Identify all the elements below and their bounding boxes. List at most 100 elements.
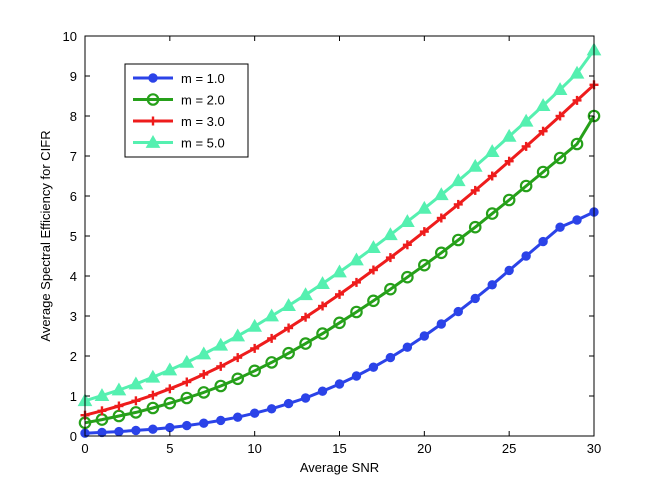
data-point xyxy=(299,337,312,350)
data-point xyxy=(317,386,328,396)
data-point xyxy=(145,369,161,383)
data-point xyxy=(419,331,430,341)
data-point xyxy=(538,126,548,136)
data-point xyxy=(385,352,396,363)
data-point xyxy=(383,227,398,241)
data-point xyxy=(484,144,500,157)
data-point xyxy=(519,179,533,193)
data-point xyxy=(400,214,415,227)
data-point xyxy=(433,187,449,201)
x-tick-label: 20 xyxy=(417,441,431,456)
legend-item: m = 1.0 xyxy=(133,71,225,86)
data-point xyxy=(335,289,344,299)
data-point xyxy=(199,369,209,379)
data-point xyxy=(368,362,379,372)
data-point xyxy=(450,173,466,187)
data-point xyxy=(552,82,568,95)
data-point xyxy=(267,333,277,343)
legend-marker xyxy=(146,93,160,106)
y-tick-label: 4 xyxy=(70,269,77,284)
data-point xyxy=(570,137,584,151)
data-point xyxy=(468,220,482,234)
data-point xyxy=(114,401,124,411)
data-point xyxy=(401,270,414,284)
data-point xyxy=(572,215,582,225)
data-point xyxy=(284,323,294,333)
legend-label: m = 3.0 xyxy=(181,114,225,129)
data-point xyxy=(419,227,429,237)
data-point xyxy=(281,298,296,311)
series-line xyxy=(84,115,596,425)
legend-marker xyxy=(148,116,158,126)
data-point xyxy=(165,422,175,433)
data-point xyxy=(131,396,141,406)
data-point xyxy=(213,337,229,351)
data-point xyxy=(162,362,178,376)
data-point xyxy=(504,156,514,166)
legend-item: m = 2.0 xyxy=(133,93,225,108)
series-1 xyxy=(80,207,599,438)
legend-item: m = 5.0 xyxy=(133,134,225,151)
data-point xyxy=(315,276,330,289)
data-point xyxy=(180,391,194,405)
data-point xyxy=(436,319,446,329)
legend-label: m = 5.0 xyxy=(181,136,225,151)
x-tick-label: 10 xyxy=(247,441,261,456)
data-point xyxy=(216,415,226,426)
data-point xyxy=(165,384,175,394)
data-point xyxy=(350,305,363,319)
series-layer xyxy=(77,42,602,438)
data-point xyxy=(366,240,381,253)
data-point xyxy=(553,151,567,165)
data-point xyxy=(316,327,329,340)
y-tick-label: 2 xyxy=(70,349,77,364)
y-tick-label: 6 xyxy=(70,189,77,204)
data-point xyxy=(536,165,550,179)
data-point xyxy=(416,200,432,214)
data-point xyxy=(384,282,397,296)
data-point xyxy=(231,372,244,386)
data-point xyxy=(434,246,448,260)
data-point xyxy=(97,406,107,416)
y-tick-label: 0 xyxy=(70,429,77,444)
data-point xyxy=(300,393,311,403)
data-point xyxy=(197,386,211,399)
data-point xyxy=(249,408,260,418)
data-point xyxy=(114,426,124,437)
data-point xyxy=(569,65,585,79)
data-point xyxy=(283,398,294,409)
data-point xyxy=(521,141,531,151)
y-tick-label: 7 xyxy=(70,149,77,164)
x-tick-label: 5 xyxy=(166,441,173,456)
legend-marker xyxy=(145,134,161,148)
data-point xyxy=(112,409,126,423)
y-tick-label: 9 xyxy=(70,69,77,84)
data-point xyxy=(216,361,226,371)
x-tick-label: 15 xyxy=(332,441,346,456)
data-point xyxy=(555,222,565,232)
data-point xyxy=(182,420,192,431)
legend-marker xyxy=(148,73,158,83)
data-point xyxy=(501,128,517,142)
data-point xyxy=(470,185,480,195)
data-point xyxy=(518,113,534,127)
series-4 xyxy=(77,42,602,407)
data-point xyxy=(485,207,499,220)
data-point xyxy=(555,111,565,121)
x-tick-label: 0 xyxy=(81,441,88,456)
data-point xyxy=(111,382,127,396)
data-point xyxy=(333,316,346,330)
data-point xyxy=(418,258,431,272)
y-tick-label: 8 xyxy=(70,109,77,124)
data-point xyxy=(148,424,158,434)
data-point xyxy=(214,379,228,393)
data-point xyxy=(250,343,260,353)
data-point xyxy=(504,265,514,276)
data-point xyxy=(233,353,243,363)
data-point xyxy=(163,396,177,410)
data-point xyxy=(538,236,548,247)
data-point xyxy=(453,306,463,317)
x-tick-label: 25 xyxy=(502,441,516,456)
data-point xyxy=(301,312,311,322)
